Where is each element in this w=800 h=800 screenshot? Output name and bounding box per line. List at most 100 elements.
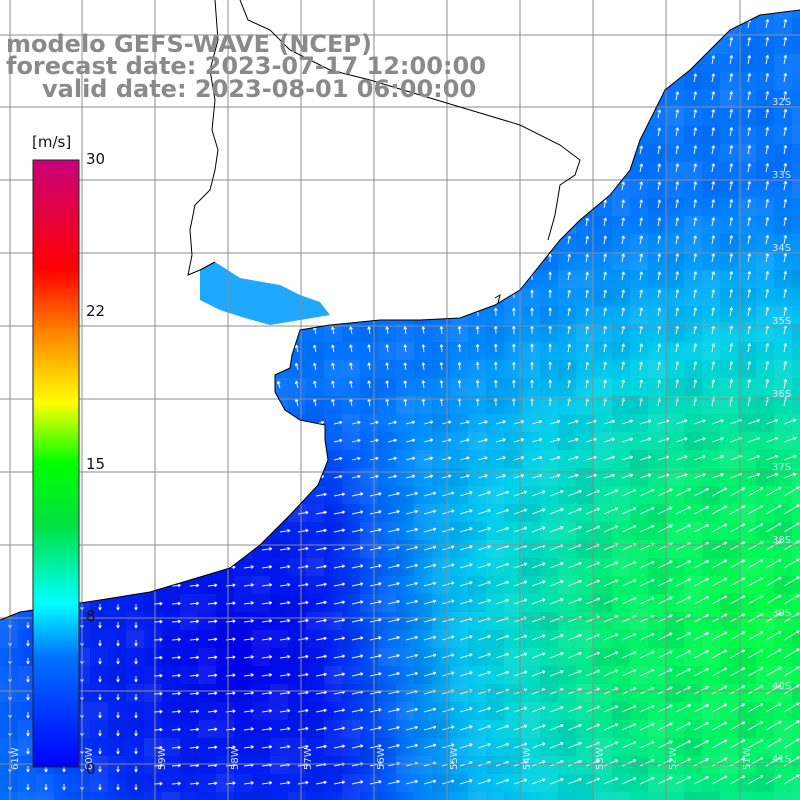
wind-arrow: [313, 254, 317, 263]
wind-arrow: [729, 505, 746, 515]
wind-arrow: [512, 163, 516, 173]
field-cell: [522, 720, 540, 738]
wind-arrow: [513, 474, 525, 479]
wind-arrow: [693, 686, 709, 695]
wind-arrow: [387, 563, 400, 569]
wind-arrow: [349, 10, 353, 11]
field-cell: [270, 198, 288, 216]
field-cell: [684, 414, 702, 432]
field-cell: [180, 648, 198, 666]
wind-arrow: [134, 766, 138, 773]
wind-arrow: [204, 21, 209, 29]
wind-arrow: [168, 345, 173, 353]
wind-arrow: [405, 438, 416, 443]
field-cell: [702, 270, 720, 288]
wind-arrow: [207, 457, 216, 461]
wind-arrow: [585, 55, 589, 65]
wind-arrow: [711, 37, 716, 47]
wind-arrow: [42, 22, 47, 29]
field-cell: [648, 252, 666, 270]
field-cell: [702, 774, 720, 792]
field-cell: [324, 792, 342, 800]
wind-arrow: [711, 505, 728, 515]
wind-arrow: [693, 668, 709, 677]
wind-arrow: [548, 271, 552, 281]
field-cell: [234, 792, 252, 800]
field-cell: [594, 18, 612, 36]
field-cell: [108, 450, 126, 468]
wind-arrow: [243, 457, 252, 461]
field-cell: [702, 72, 720, 90]
field-cell: [558, 720, 576, 738]
field-cell: [144, 450, 162, 468]
field-cell: [90, 504, 108, 522]
wind-arrow: [639, 758, 655, 767]
field-cell: [108, 198, 126, 216]
field-cell: [774, 18, 792, 36]
field-cell: [612, 720, 630, 738]
field-cell: [558, 432, 576, 450]
field-cell: [594, 234, 612, 252]
field-cell: [774, 306, 792, 324]
wind-arrow: [693, 455, 706, 461]
field-cell: [126, 648, 144, 666]
wind-arrow: [423, 725, 437, 731]
wind-arrow: [349, 380, 353, 389]
wind-arrow: [423, 509, 437, 515]
wind-arrow: [171, 601, 181, 606]
wind-arrow: [171, 529, 181, 534]
wind-arrow: [693, 109, 698, 119]
field-cell: [360, 216, 378, 234]
wind-arrow: [693, 127, 698, 137]
wind-arrow: [657, 419, 670, 425]
wind-arrow: [783, 454, 797, 461]
field-cell: [720, 0, 738, 18]
wind-arrow: [385, 20, 389, 29]
wind-arrow: [276, 110, 281, 119]
field-cell: [738, 558, 756, 576]
wind-arrow: [639, 704, 655, 713]
wind-arrow: [495, 778, 510, 785]
field-cell: [270, 756, 288, 774]
wind-arrow: [132, 327, 137, 335]
wind-arrow: [333, 744, 346, 749]
field-cell: [432, 558, 450, 576]
wind-arrow: [457, 254, 462, 263]
wind-arrow: [765, 181, 770, 191]
field-cell: [612, 72, 630, 90]
field-cell: [630, 468, 648, 486]
wind-arrow: [243, 475, 252, 479]
field-cell: [414, 594, 432, 612]
wind-arrow: [439, 146, 444, 155]
wind-arrow: [639, 73, 644, 83]
wind-arrow: [639, 10, 644, 11]
field-cell: [774, 630, 792, 648]
wind-arrow: [477, 562, 491, 569]
field-cell: [108, 324, 126, 342]
wind-arrow: [96, 10, 101, 11]
wind-arrow: [639, 199, 644, 209]
field-cell: [630, 90, 648, 108]
wind-arrow: [439, 218, 444, 227]
wind-arrow: [675, 379, 680, 389]
field-cell: [378, 648, 396, 666]
wind-arrow: [279, 690, 291, 695]
wind-arrow: [549, 473, 561, 479]
field-cell: [576, 594, 594, 612]
wind-arrow: [675, 163, 680, 173]
field-cell: [540, 324, 558, 342]
field-cell: [792, 684, 800, 702]
wind-arrow: [585, 361, 589, 371]
wind-arrow: [603, 705, 619, 713]
field-cell: [450, 612, 468, 630]
wind-arrow: [621, 91, 625, 101]
wind-arrow: [493, 307, 498, 317]
field-cell: [774, 288, 792, 306]
wind-arrow: [333, 672, 346, 677]
wind-arrow: [783, 54, 788, 65]
field-cell: [126, 684, 144, 702]
wind-arrow: [24, 256, 29, 263]
wind-arrow: [26, 622, 30, 629]
field-cell: [630, 36, 648, 54]
